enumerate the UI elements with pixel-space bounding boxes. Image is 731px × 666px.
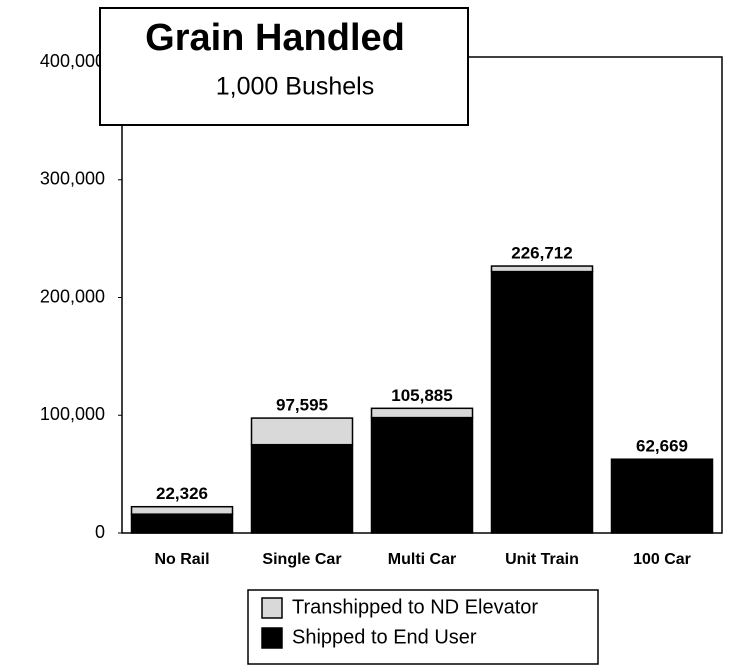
bar-segment: [370, 407, 474, 419]
x-tick-label: Unit Train: [505, 551, 579, 568]
total-label: 105,885: [391, 386, 452, 405]
bar-segment: [490, 265, 594, 273]
legend-swatch: [261, 627, 283, 649]
bar-segment: [370, 416, 474, 534]
legend-label: Transhipped to ND Elevator: [292, 596, 538, 618]
y-tick-label: 300,000: [40, 169, 105, 189]
chart-title: Grain Handled: [145, 17, 405, 59]
x-tick-label: No Rail: [154, 551, 209, 568]
total-label: 226,712: [511, 244, 572, 263]
x-tick-label: 100 Car: [633, 551, 691, 568]
legend-label: Shipped to End User: [292, 626, 477, 648]
y-tick-label: 200,000: [40, 286, 105, 306]
y-tick-label: 0: [95, 522, 105, 542]
x-tick-label: Multi Car: [388, 551, 456, 568]
y-tick-label: 400,000: [40, 51, 105, 71]
bar-segment: [250, 443, 354, 534]
bar-segment: [130, 505, 234, 515]
chart-subtitle: 1,000 Bushels: [216, 73, 374, 101]
total-label: 22,326: [156, 484, 208, 503]
legend-box: [247, 589, 599, 665]
legend-swatch: [261, 597, 283, 619]
total-label: 97,595: [276, 396, 328, 415]
x-tick-label: Single Car: [262, 551, 341, 568]
bar-segment: [490, 270, 594, 534]
legend: Transhipped to ND Elevator Shipped to End…: [261, 596, 538, 649]
bar-segment: [130, 513, 234, 534]
y-tick-label: 100,000: [40, 404, 105, 424]
total-label: 62,669: [636, 437, 688, 456]
bar-segment: [610, 458, 714, 534]
title-box: [99, 7, 469, 126]
plot: 0 100,000 200,000 300,000 400,000 No Rail 22,3…: [40, 51, 723, 568]
bar-segment: [250, 417, 354, 446]
